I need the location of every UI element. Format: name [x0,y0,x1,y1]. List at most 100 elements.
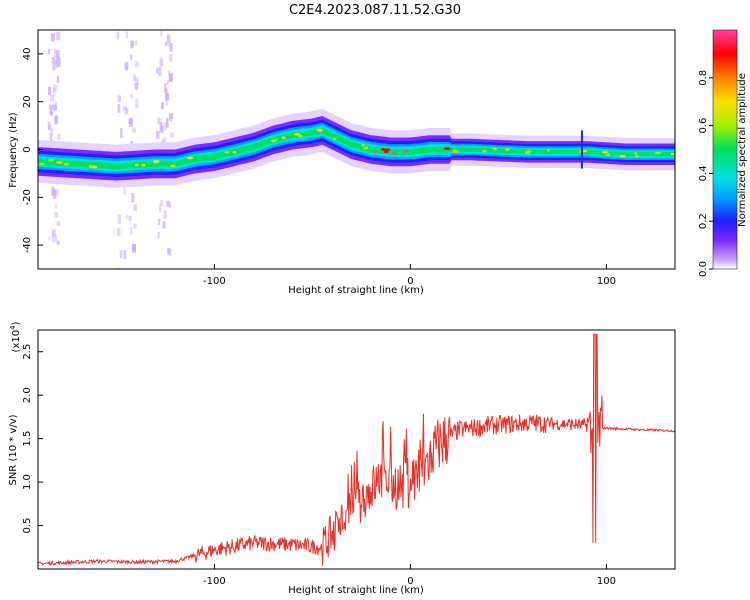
noise-speckle [165,96,168,106]
ridge-hotspot [374,150,378,154]
noise-speckle [164,41,168,46]
noise-speckle [50,128,53,135]
noise-speckle [116,31,120,40]
ridge-hotspot [619,151,626,155]
snr-series-line [38,333,675,567]
noise-speckle [47,48,51,55]
noise-speckle [160,199,163,206]
noise-speckle [160,102,164,110]
spectrogram-ytick-label: -20 [22,189,33,205]
noise-speckle [55,203,58,209]
noise-speckle [160,125,164,134]
noise-speckle [116,267,120,269]
ridge-hotspot [298,134,303,138]
ridge-hotspot [317,129,323,132]
ridge-hotspot [121,166,127,169]
noise-speckle [125,31,128,38]
noise-speckle [135,77,139,86]
noise-speckle [167,41,170,47]
noise-speckle [47,124,52,130]
snr-xtick-label: -100 [203,576,226,587]
snr-ytick-label: 0.5 [22,518,33,534]
snr-ticks: -100 0 100 0.5 1.0 1.5 2.0 2.5 [22,344,616,587]
noise-speckle [159,203,162,213]
ridge-hotspot [169,164,176,168]
ridge-hotspot [164,164,169,168]
noise-speckle [49,134,52,143]
ridge-hotspot [281,136,286,139]
snr-yscale-label: (x104) [9,321,22,352]
noise-speckle [157,231,160,239]
noise-speckle [56,76,60,84]
ridge-hotspot [39,162,45,166]
noise-speckle [130,227,133,235]
ridge-hotspot [224,151,230,154]
ridge-hotspot [470,147,476,151]
snr-xlabel: Height of straight line (km) [288,585,424,596]
noise-speckle [117,103,121,113]
noise-speckle [56,240,60,245]
ridge-hotspot [444,147,451,150]
snr-xtick-label: 100 [597,576,616,587]
ridge-spur [580,130,583,169]
snr-xtick-label: 0 [407,576,413,587]
noise-speckle [130,93,134,99]
snr-ytick-label: 1.0 [22,474,33,490]
ridge-hotspot [605,153,611,156]
ridge-hotspot [383,148,391,151]
spectrogram-panel: -100 0 100 -40 -20 0 20 40 Height of straight l… [8,29,676,296]
ridge-hotspot [293,133,301,136]
noise-speckle [132,127,136,133]
figure-title: C2E4.2023.087.11.52.G30 [289,3,461,18]
ridge-hotspot [602,150,608,154]
ridge-hotspot [341,139,345,142]
noise-speckle [125,214,128,220]
spectrogram-ytick-label: 0 [22,146,33,152]
ridge-hotspot [186,156,194,160]
noise-speckle [156,68,159,74]
ridge-hotspot [271,139,276,143]
noise-speckle [128,118,133,124]
noise-speckle [130,40,134,49]
colorbar-label: Normalized spectral amplitude [737,73,748,227]
noise-speckle [167,247,170,255]
noise-speckle [49,104,53,109]
noise-speckle [119,250,123,259]
ridge-hotspot [90,165,97,168]
noise-speckle [51,57,55,64]
noise-speckle [132,243,137,251]
noise-speckle [134,40,138,46]
ridge-hotspot [134,163,139,167]
noise-speckle [48,86,52,96]
spectrogram-ytick-label: -40 [22,237,33,253]
noise-speckle [48,236,51,242]
noise-speckle [168,203,172,209]
noise-speckle [117,268,122,269]
ridge-hotspot [141,163,146,167]
ridge-hotspot [525,150,532,153]
noise-speckle [124,61,129,71]
noise-speckle [53,190,57,199]
noise-speckle [129,54,133,60]
snr-ylabel: SNR (10 * v/v) [8,414,19,485]
ridge-hotspot [48,158,55,162]
ridge-hotspot [391,152,397,155]
noise-speckle [157,117,160,125]
spectrogram-ytick-label: 40 [22,48,33,61]
noise-speckle [162,137,166,142]
colorbar-ticks: 0.0 0.2 0.4 0.6 0.8 [698,70,713,277]
ridge-hotspot [654,151,662,155]
ridge-hotspot [383,150,389,154]
noise-speckle [166,80,169,85]
noise-speckle [56,221,61,227]
noise-speckle [134,61,139,67]
ridge-hotspot [361,143,365,147]
noise-speckle [57,133,61,140]
noise-speckle [169,43,173,53]
noise-speckle [166,118,169,128]
noise-speckle [169,54,173,62]
noise-speckle [50,33,55,42]
noise-speckle [54,48,57,59]
noise-speckle [54,115,58,125]
